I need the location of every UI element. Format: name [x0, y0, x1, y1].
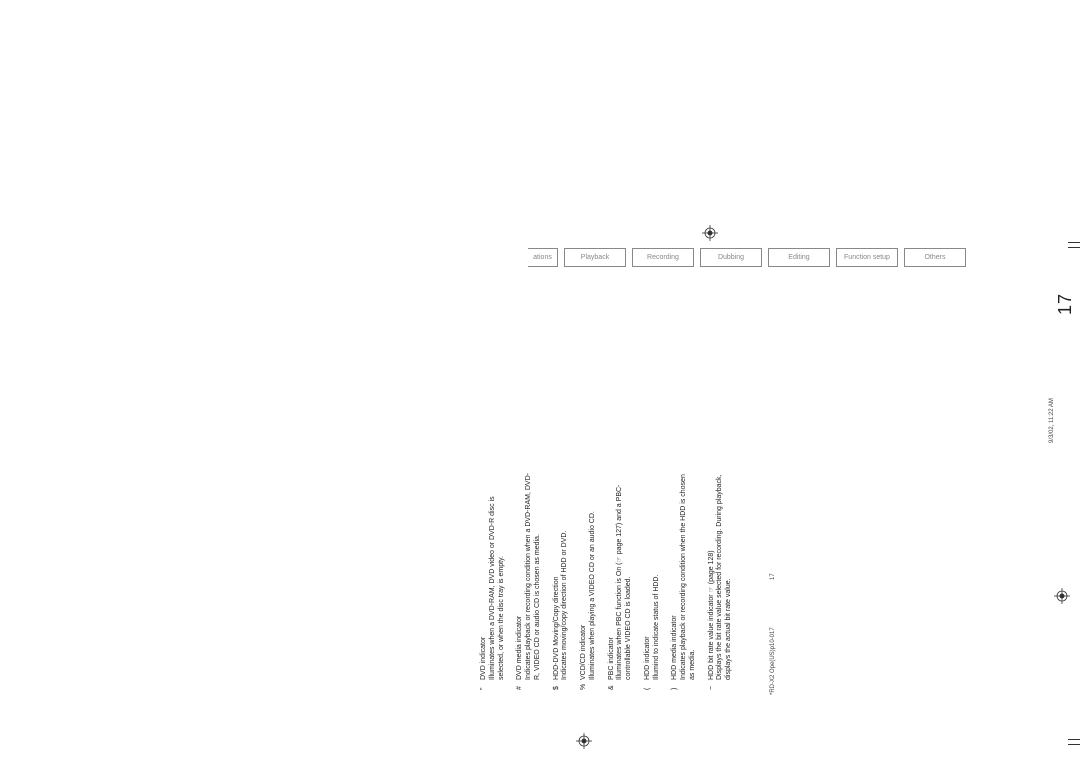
indicator-item: $HDD-DVD Moving/Copy directionIndicates …: [553, 470, 571, 690]
item-marker: ": [480, 680, 506, 690]
item-body: DVD media indicatorIndicates playback or…: [516, 470, 542, 680]
footer-page: 17: [770, 540, 776, 580]
footer-datetime: 9/3/02, 11:22 AM: [1049, 343, 1055, 443]
indicator-item: (HDD indicatorIllumind to indicate statu…: [644, 470, 662, 690]
item-title: VCD/CD indicator: [580, 470, 589, 680]
registration-mark-icon: [1054, 588, 1070, 604]
item-body: HDD bit rate value indicator ☞ (page 128…: [708, 470, 734, 680]
item-body: VCD/CD indicatorIlluminates when playing…: [580, 470, 598, 680]
tab-others: Others: [904, 248, 966, 267]
item-description: Displays the bit rate value selected for…: [716, 470, 734, 680]
tab-recording: Recording: [632, 248, 694, 267]
item-title: HDD media indicator: [671, 470, 680, 680]
item-marker: $: [553, 680, 571, 690]
item-description: Indicates playback or recording conditio…: [525, 470, 543, 680]
item-title: DVD media indicator: [516, 470, 525, 680]
indicator-item: )HDD media indicatorIndicates playback o…: [671, 470, 697, 690]
tab-editing: Editing: [768, 248, 830, 267]
indicator-item: &PBC indicatorIlluminates when PBC funct…: [608, 470, 634, 690]
item-body: DVD indicatorIlluminates when a DVD-RAM,…: [480, 470, 506, 680]
item-marker: ): [671, 680, 697, 690]
indicator-item: ~HDD bit rate value indicator ☞ (page 12…: [708, 470, 734, 690]
item-title: HDD indicator: [644, 470, 653, 680]
item-description: Illumind to indicate status of HDD.: [653, 470, 662, 680]
item-title: HDD-DVD Moving/Copy direction: [553, 470, 562, 680]
item-body: HDD indicatorIllumind to indicate status…: [644, 470, 662, 680]
registration-mark-icon: [702, 225, 718, 241]
indicator-item: #DVD media indicatorIndicates playback o…: [516, 470, 542, 690]
item-body: HDD media indicatorIndicates playback or…: [671, 470, 697, 680]
item-title: PBC indicator: [608, 470, 617, 680]
tab-playback: Playback: [564, 248, 626, 267]
item-marker: %: [580, 680, 598, 690]
item-description: Indicates moving/copy direction of HDD o…: [561, 470, 570, 680]
indicator-item: %VCD/CD indicatorIlluminates when playin…: [580, 470, 598, 690]
item-title: DVD indicator: [480, 470, 489, 680]
item-description: Illuminates when PBC function is On (☞ p…: [616, 470, 634, 680]
item-description: Illuminates when a DVD-RAM, DVD video or…: [489, 470, 507, 680]
item-description: Indicates playback or recording conditio…: [680, 470, 698, 680]
item-marker: &: [608, 680, 634, 690]
item-description: Illuminates when playing a VIDEO CD or a…: [589, 470, 598, 680]
item-marker: #: [516, 680, 542, 690]
tab-row: ations Playback Recording Dubbing Editing Fun…: [528, 248, 966, 267]
item-marker: ~: [708, 680, 734, 690]
page-container: ations Playback Recording Dubbing Editing Fun…: [0, 0, 1080, 763]
indicator-list: "DVD indicatorIlluminates when a DVD-RAM…: [480, 470, 744, 690]
item-title: HDD bit rate value indicator ☞ (page 128…: [708, 470, 717, 680]
page-number: 17: [1055, 293, 1076, 315]
tab-dubbing: Dubbing: [700, 248, 762, 267]
item-marker: (: [644, 680, 662, 690]
indicator-item: "DVD indicatorIlluminates when a DVD-RAM…: [480, 470, 506, 690]
tab-function-setup: Function setup: [836, 248, 898, 267]
item-body: HDD-DVD Moving/Copy directionIndicates m…: [553, 470, 571, 680]
item-body: PBC indicatorIlluminates when PBC functi…: [608, 470, 634, 680]
registration-mark-icon: [576, 733, 592, 749]
tab-ations: ations: [528, 248, 558, 267]
